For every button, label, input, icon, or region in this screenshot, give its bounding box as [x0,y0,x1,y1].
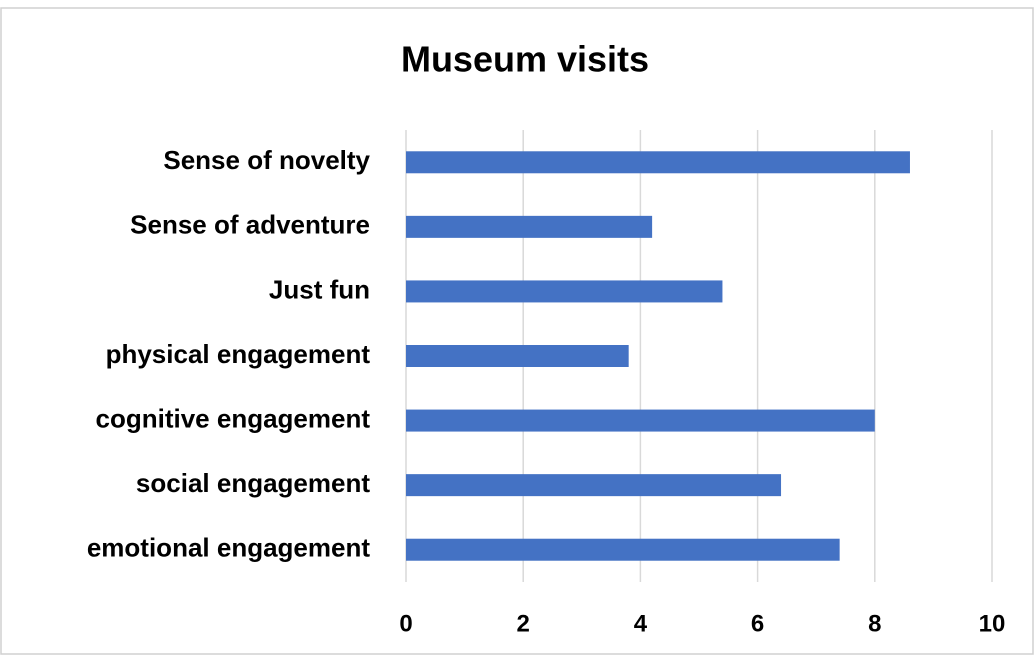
y-tick-label: Sense of adventure [130,210,370,240]
y-tick-label: emotional engagement [87,533,370,563]
y-tick-label: social engagement [136,468,370,498]
bar [406,151,910,174]
x-tick-label: 2 [517,610,530,637]
y-tick-label: Sense of novelty [163,145,370,175]
x-tick-label: 6 [751,610,764,637]
bar [406,215,653,238]
bar [406,474,782,497]
x-tick-label: 8 [868,610,881,637]
x-tick-label: 4 [634,610,648,637]
chart-title: Museum visits [401,39,649,80]
bar [406,538,840,561]
bar [406,409,875,432]
y-tick-label: Just fun [269,274,370,304]
bar [406,345,629,367]
x-tick-label: 10 [979,610,1006,637]
bar [406,280,723,303]
x-tick-label: 0 [399,610,412,637]
y-tick-label: physical engagement [106,339,371,369]
y-tick-label: cognitive engagement [96,403,371,433]
